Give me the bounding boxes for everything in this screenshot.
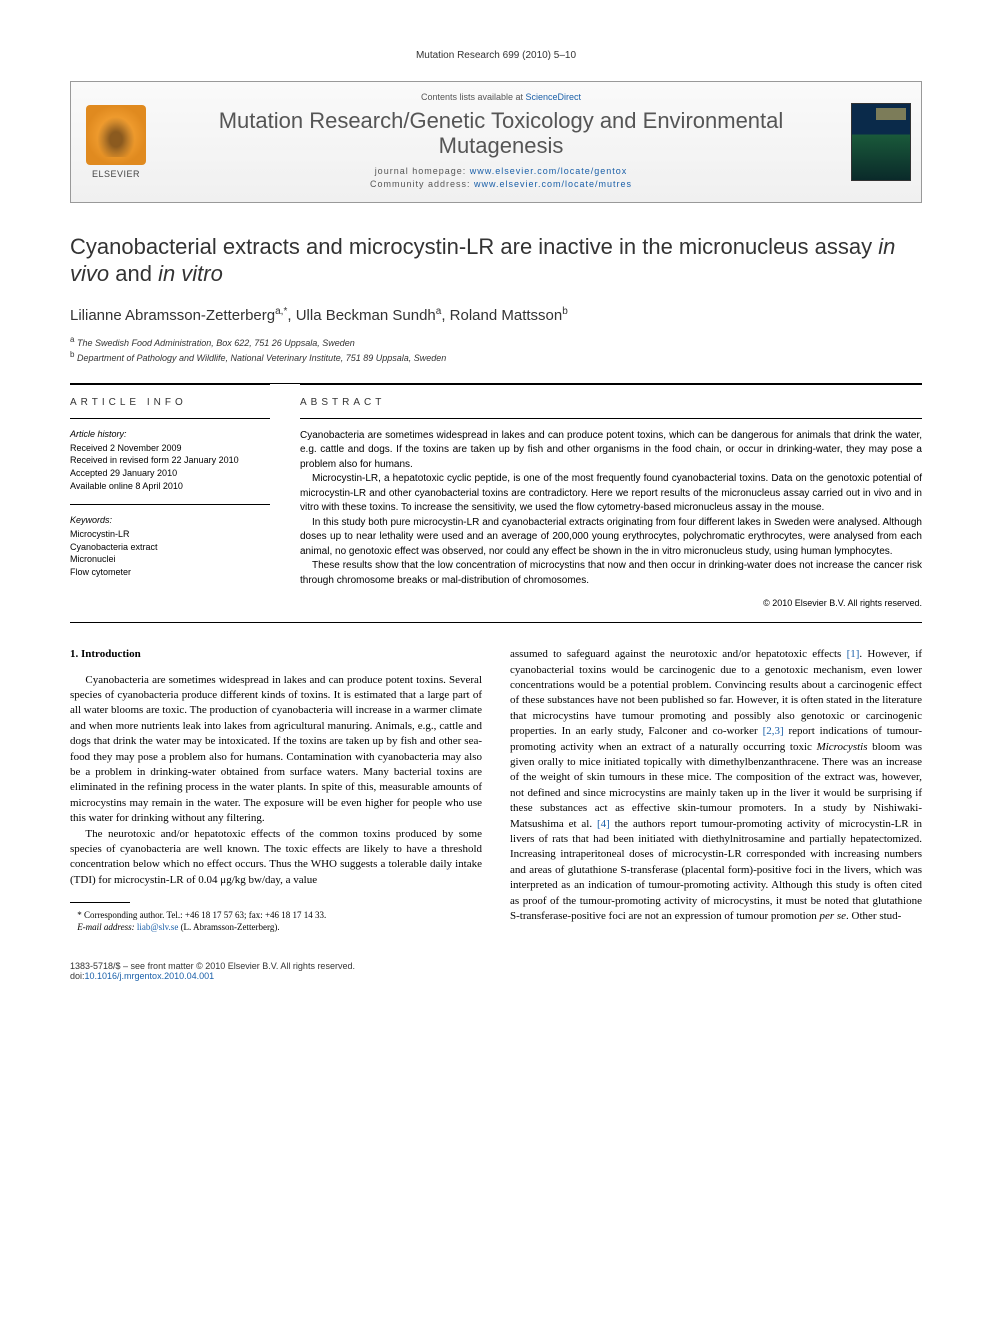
author-3: , Roland Mattsson xyxy=(441,307,562,324)
date-online: Available online 8 April 2010 xyxy=(70,480,270,493)
p2-seg-a: The neurotoxic and/or hepatotoxic effect… xyxy=(70,828,482,886)
sciencedirect-link[interactable]: ScienceDirect xyxy=(526,92,582,102)
page-footer: 1383-5718/$ – see front matter © 2010 El… xyxy=(70,961,922,981)
doi-link[interactable]: 10.1016/j.mrgentox.2010.04.001 xyxy=(85,971,215,981)
abstract-text: Cyanobacteria are sometimes widespread i… xyxy=(300,429,922,589)
ref-4-link[interactable]: [4] xyxy=(597,818,610,830)
page-container: Mutation Research 699 (2010) 5–10 ELSEVI… xyxy=(0,0,992,1021)
abstract-p3: In this study both pure microcystin-LR a… xyxy=(300,516,922,560)
publisher-logo-block: ELSEVIER xyxy=(71,82,161,202)
contents-available-line: Contents lists available at ScienceDirec… xyxy=(169,92,833,102)
date-received: Received 2 November 2009 xyxy=(70,442,270,455)
journal-links: journal homepage: www.elsevier.com/locat… xyxy=(169,165,833,192)
homepage-label: journal homepage: xyxy=(375,166,470,176)
cover-thumb-block xyxy=(841,82,921,202)
doi-label: doi: xyxy=(70,971,85,981)
history-subhead: Article history: xyxy=(70,429,270,439)
abstract-copyright: © 2010 Elsevier B.V. All rights reserved… xyxy=(300,598,922,608)
email-suffix: (L. Abramsson-Zetterberg). xyxy=(181,922,280,932)
p2-seg-f: the authors report tumour-promoting acti… xyxy=(510,818,922,922)
publisher-name: ELSEVIER xyxy=(92,169,140,179)
keyword-4: Flow cytometer xyxy=(70,566,270,579)
footer-copyright: 1383-5718/$ – see front matter © 2010 El… xyxy=(70,961,355,971)
community-label: Community address: xyxy=(370,179,474,189)
intro-p2: The neurotoxic and/or hepatotoxic effect… xyxy=(70,827,482,889)
author-1: Lilianne Abramsson-Zetterberg xyxy=(70,307,275,324)
date-revised: Received in revised form 22 January 2010 xyxy=(70,454,270,467)
running-header: Mutation Research 699 (2010) 5–10 xyxy=(70,50,922,61)
p2-seg-c: . However, if cyanobacterial toxins woul… xyxy=(510,648,922,737)
community-link[interactable]: www.elsevier.com/locate/mutres xyxy=(474,179,632,189)
body-two-columns: 1. Introduction Cyanobacteria are someti… xyxy=(70,647,922,933)
intro-p2-cont: assumed to safeguard against the neuroto… xyxy=(510,647,922,924)
email-link[interactable]: liab@slv.se xyxy=(137,922,178,932)
footnote-separator xyxy=(70,902,130,903)
p2-seg-g: . Other stud- xyxy=(846,910,901,922)
keyword-3: Micronuclei xyxy=(70,553,270,566)
masthead-center: Contents lists available at ScienceDirec… xyxy=(161,82,841,202)
keywords-block: Keywords: Microcystin-LR Cyanobacteria e… xyxy=(70,515,270,578)
keywords-subhead: Keywords: xyxy=(70,515,270,525)
journal-name: Mutation Research/Genetic Toxicology and… xyxy=(169,108,833,159)
microcystis-ital: Microcystis xyxy=(817,741,868,753)
ref-1-link[interactable]: [1] xyxy=(847,648,860,660)
info-abstract-row: ARTICLE INFO Article history: Received 2… xyxy=(70,383,922,624)
corresponding-author-note: * Corresponding author. Tel.: +46 18 17 … xyxy=(70,909,482,921)
affiliation-b: Department of Pathology and Wildlife, Na… xyxy=(77,353,446,363)
section-1-heading: 1. Introduction xyxy=(70,647,482,662)
homepage-link[interactable]: www.elsevier.com/locate/gentox xyxy=(470,166,628,176)
keyword-1: Microcystin-LR xyxy=(70,528,270,541)
abstract-p2: Microcystin-LR, a hepatotoxic cyclic pep… xyxy=(300,472,922,516)
abstract-p4: These results show that the low concentr… xyxy=(300,559,922,588)
contents-label: Contents lists available at xyxy=(421,92,526,102)
journal-masthead: ELSEVIER Contents lists available at Sci… xyxy=(70,81,922,203)
title-invitro: in vitro xyxy=(158,261,223,286)
article-info-col: ARTICLE INFO Article history: Received 2… xyxy=(70,384,270,609)
p2-seg-e: bloom was given orally to mice initiated… xyxy=(510,741,922,830)
title-text-1: Cyanobacterial extracts and microcystin-… xyxy=(70,234,878,259)
abstract-heading: ABSTRACT xyxy=(300,397,922,408)
affiliation-a: The Swedish Food Administration, Box 622… xyxy=(77,338,355,348)
affiliations: a The Swedish Food Administration, Box 6… xyxy=(70,334,922,365)
intro-p1: Cyanobacteria are sometimes widespread i… xyxy=(70,673,482,827)
footer-left: 1383-5718/$ – see front matter © 2010 El… xyxy=(70,961,355,981)
journal-cover-icon xyxy=(851,103,911,181)
email-label: E-mail address: xyxy=(77,922,134,932)
email-note: E-mail address: liab@slv.se (L. Abramsso… xyxy=(70,921,482,933)
authors-line: Lilianne Abramsson-Zetterberga,*, Ulla B… xyxy=(70,306,922,324)
elsevier-tree-icon xyxy=(86,105,146,165)
perse-ital: per se xyxy=(819,910,846,922)
abstract-p1: Cyanobacteria are sometimes widespread i… xyxy=(300,429,922,473)
p2-seg-b: assumed to safeguard against the neuroto… xyxy=(510,648,847,660)
article-history-block: Article history: Received 2 November 200… xyxy=(70,429,270,492)
keyword-2: Cyanobacteria extract xyxy=(70,541,270,554)
article-info-heading: ARTICLE INFO xyxy=(70,397,270,408)
footnotes-block: * Corresponding author. Tel.: +46 18 17 … xyxy=(70,909,482,933)
author-3-affil: b xyxy=(562,306,568,317)
author-2: , Ulla Beckman Sundh xyxy=(287,307,435,324)
abstract-col: ABSTRACT Cyanobacteria are sometimes wid… xyxy=(300,384,922,609)
title-and: and xyxy=(109,261,158,286)
ref-2-3-link[interactable]: [2,3] xyxy=(763,725,784,737)
date-accepted: Accepted 29 January 2010 xyxy=(70,467,270,480)
article-title: Cyanobacterial extracts and microcystin-… xyxy=(70,233,922,288)
